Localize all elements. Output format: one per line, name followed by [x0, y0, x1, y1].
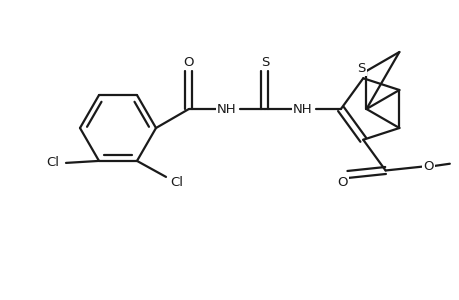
Text: NH: NH: [292, 103, 312, 116]
Text: O: O: [422, 160, 433, 173]
Text: NH: NH: [217, 103, 236, 116]
Text: Cl: Cl: [170, 176, 183, 189]
Text: S: S: [356, 62, 364, 75]
Text: S: S: [260, 56, 269, 68]
Text: O: O: [183, 56, 194, 68]
Text: Cl: Cl: [46, 156, 59, 170]
Text: O: O: [337, 176, 347, 189]
